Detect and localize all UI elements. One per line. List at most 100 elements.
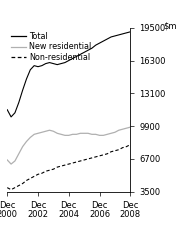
Total — [29, 68, 31, 71]
Total — [114, 34, 116, 37]
Non-residential — [33, 175, 35, 178]
New residential — [122, 128, 124, 131]
Non-residential — [110, 150, 112, 153]
New residential — [56, 132, 58, 135]
Non-residential — [129, 143, 131, 146]
Non-residential — [98, 155, 101, 157]
Non-residential — [125, 145, 128, 148]
Non-residential — [52, 168, 54, 170]
Total — [95, 44, 97, 46]
New residential — [49, 129, 51, 132]
Line: New residential: New residential — [7, 127, 130, 164]
New residential — [91, 133, 93, 136]
Total — [83, 51, 85, 54]
New residential — [18, 152, 20, 155]
New residential — [95, 133, 97, 136]
New residential — [106, 133, 108, 136]
Total — [110, 36, 112, 38]
Non-residential — [29, 177, 31, 180]
New residential — [98, 134, 101, 137]
Total — [98, 42, 101, 45]
Total — [22, 89, 24, 92]
Total — [52, 62, 54, 65]
Non-residential — [60, 165, 62, 167]
Y-axis label: $m: $m — [163, 21, 176, 30]
Total — [68, 59, 70, 62]
Total — [129, 30, 131, 33]
New residential — [114, 131, 116, 134]
Non-residential — [114, 149, 116, 152]
New residential — [41, 131, 43, 134]
New residential — [25, 140, 28, 143]
New residential — [22, 145, 24, 148]
Total — [37, 65, 39, 68]
Line: Total: Total — [7, 32, 130, 117]
Total — [102, 40, 104, 43]
Total — [71, 57, 74, 60]
Total — [10, 116, 12, 118]
Total — [14, 111, 16, 114]
Non-residential — [56, 166, 58, 169]
New residential — [33, 133, 35, 136]
New residential — [60, 133, 62, 136]
Total — [64, 61, 66, 64]
Non-residential — [71, 162, 74, 164]
New residential — [29, 136, 31, 139]
New residential — [87, 132, 89, 135]
Non-residential — [45, 170, 47, 173]
Total — [125, 31, 128, 34]
New residential — [45, 130, 47, 133]
Total — [60, 62, 62, 65]
Non-residential — [10, 188, 12, 191]
Total — [75, 55, 77, 58]
Non-residential — [37, 173, 39, 176]
New residential — [79, 132, 81, 135]
Non-residential — [95, 155, 97, 158]
New residential — [64, 134, 66, 137]
Total — [106, 38, 108, 40]
Non-residential — [22, 182, 24, 185]
Legend: Total, New residential, Non-residential: Total, New residential, Non-residential — [11, 32, 91, 62]
Total — [91, 47, 93, 50]
Total — [18, 101, 20, 104]
New residential — [102, 134, 104, 137]
New residential — [118, 129, 120, 132]
New residential — [10, 163, 12, 165]
Total — [41, 64, 43, 67]
New residential — [125, 127, 128, 130]
Total — [33, 64, 35, 67]
New residential — [68, 134, 70, 137]
Total — [49, 61, 51, 64]
New residential — [75, 133, 77, 136]
New residential — [52, 130, 54, 133]
Non-residential — [64, 164, 66, 167]
Non-residential — [87, 158, 89, 160]
Non-residential — [102, 153, 104, 156]
Total — [25, 78, 28, 80]
New residential — [129, 126, 131, 128]
Total — [45, 62, 47, 65]
Non-residential — [25, 179, 28, 182]
Non-residential — [14, 186, 16, 189]
Total — [122, 33, 124, 35]
Total — [56, 63, 58, 66]
Total — [6, 108, 8, 111]
Non-residential — [18, 184, 20, 187]
Non-residential — [49, 169, 51, 172]
New residential — [6, 158, 8, 161]
New residential — [14, 160, 16, 162]
Non-residential — [75, 161, 77, 163]
Non-residential — [118, 148, 120, 151]
New residential — [110, 132, 112, 135]
Non-residential — [106, 152, 108, 155]
Total — [118, 33, 120, 36]
Non-residential — [122, 146, 124, 149]
Non-residential — [6, 186, 8, 189]
Total — [79, 53, 81, 56]
Non-residential — [41, 172, 43, 175]
Total — [87, 49, 89, 52]
Non-residential — [79, 160, 81, 162]
Non-residential — [91, 157, 93, 159]
Non-residential — [83, 158, 85, 161]
New residential — [37, 132, 39, 135]
